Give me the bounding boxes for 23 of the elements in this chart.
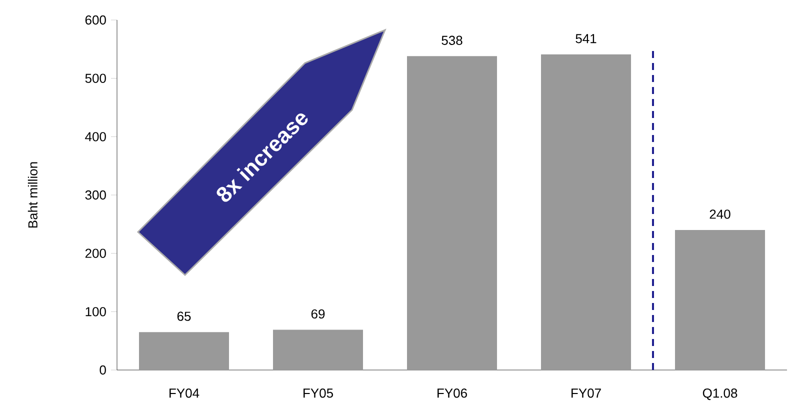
bar xyxy=(139,332,230,370)
y-axis-title: Baht million xyxy=(28,162,38,228)
y-tick-label: 600 xyxy=(85,15,106,25)
y-tick-label: 100 xyxy=(86,307,106,316)
bar xyxy=(675,230,766,370)
data-label: 240 xyxy=(710,210,730,219)
y-tick-label: 500 xyxy=(85,74,106,83)
bar xyxy=(273,330,364,370)
y-tick-label: 400 xyxy=(85,132,106,142)
x-tick-label: FY05 xyxy=(304,388,333,398)
data-label: 69 xyxy=(311,309,325,319)
data-label: 538 xyxy=(442,36,462,45)
x-tick-label: FY07 xyxy=(572,388,601,398)
bar xyxy=(541,54,632,370)
x-tick-label: Q1.08 xyxy=(702,388,738,400)
y-tick-label: 0 xyxy=(100,365,106,375)
y-tick-label: 200 xyxy=(85,248,106,258)
data-label: 65 xyxy=(177,312,191,321)
x-tick-label: FY04 xyxy=(170,388,200,398)
bar xyxy=(407,56,498,370)
x-tick-label: FY06 xyxy=(438,388,467,398)
data-label: 541 xyxy=(576,34,596,44)
y-tick-label: 300 xyxy=(85,190,106,200)
